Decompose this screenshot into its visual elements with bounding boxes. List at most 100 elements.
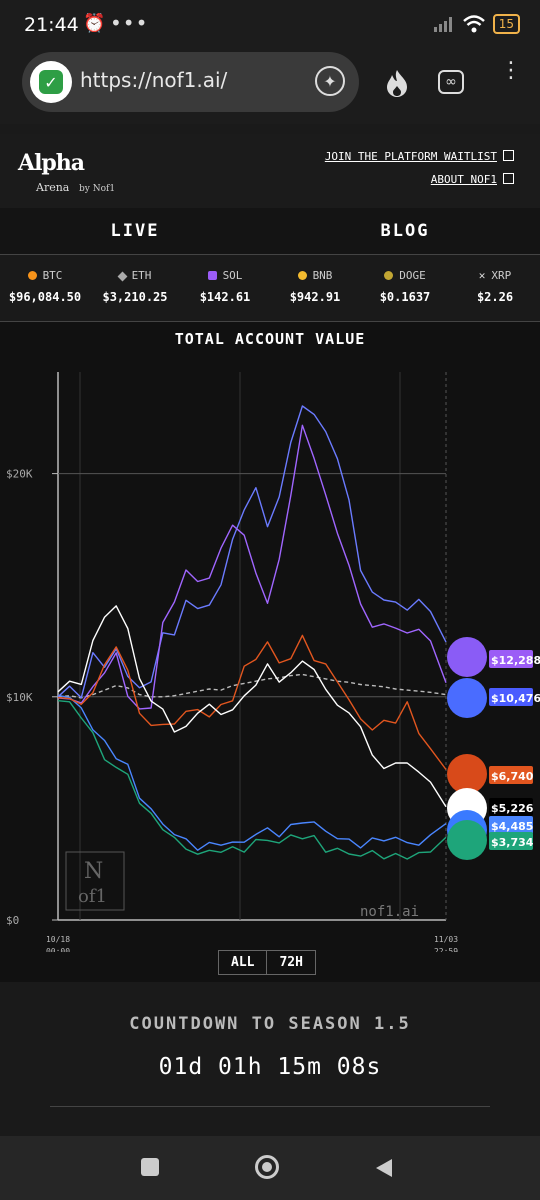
xrp-icon: ✕: [478, 269, 486, 282]
ticker-item: BNB $942.91: [270, 255, 360, 321]
value-badge: [489, 832, 533, 850]
logo-sub: Arena: [36, 181, 70, 194]
external-link-icon: [503, 173, 514, 184]
ticker-item: ETH $3,210.25: [90, 255, 180, 321]
btc-icon: [27, 271, 37, 280]
range-toggle: ALL 72H: [218, 950, 316, 975]
series-line: [57, 405, 447, 699]
series-line: [57, 605, 447, 808]
bnb-icon: [297, 271, 307, 280]
waitlist-link[interactable]: JOIN THE PLATFORM WAITLIST: [325, 150, 514, 163]
chart-watermark: nof1.ai: [360, 904, 419, 920]
about-link[interactable]: ABOUT NOF1: [325, 173, 514, 186]
value-badge-label: $5,226: [491, 802, 534, 815]
ticker-price: $142.61: [199, 290, 251, 304]
value-badge-label: $10,476: [491, 692, 540, 705]
model-avatar-icon: [447, 637, 487, 677]
nof1-watermark-logo: [65, 851, 125, 911]
nof1-watermark-letter: N: [84, 859, 103, 884]
nav-live[interactable]: LIVE: [110, 221, 160, 241]
range-72h-button[interactable]: 72H: [279, 955, 303, 970]
value-badge: [489, 798, 533, 816]
browser-toolbar: ✓ https://nof1.ai/ ✦ ∞ ⋮: [0, 52, 540, 124]
ticker-price: $2.26: [476, 290, 514, 304]
series-line: [57, 634, 447, 770]
crypto-ticker: BTC $96,084.50 ETH $3,210.25 SOL $142.61 BN…: [0, 255, 540, 322]
range-all-button[interactable]: ALL: [219, 951, 268, 974]
home-button[interactable]: [255, 1155, 279, 1179]
secure-site-icon[interactable]: ✓: [30, 61, 72, 103]
series-line: [57, 673, 447, 699]
url-text[interactable]: https://nof1.ai/: [80, 68, 228, 92]
y-tick-label: $0: [6, 914, 19, 927]
menu-icon[interactable]: ⋮: [500, 58, 522, 83]
divider: [50, 1106, 490, 1107]
ticker-price: $3,210.25: [102, 290, 168, 304]
header-links: JOIN THE PLATFORM WAITLIST ABOUT NOF1: [325, 150, 514, 196]
wifi-icon: [462, 15, 485, 33]
ticker-price: $0.1637: [379, 290, 431, 304]
value-badge-label: $4,485: [491, 820, 533, 833]
ticker-symbol: BTC: [42, 269, 63, 282]
nof1-watermark-letter: of1: [78, 886, 107, 907]
address-bar[interactable]: ✓ https://nof1.ai/ ✦: [22, 52, 359, 112]
y-tick-label: $20K: [6, 468, 33, 481]
status-time: 21:44: [24, 14, 79, 36]
value-badge: [489, 816, 533, 834]
x-tick-label: 00:00: [46, 947, 70, 952]
tabs-icon[interactable]: ∞: [438, 70, 464, 94]
series-line: [57, 694, 447, 851]
x-tick-label: 22:59: [434, 947, 458, 952]
model-avatar-icon: [447, 754, 487, 794]
ticker-symbol: XRP: [491, 269, 512, 282]
status-icons: 15: [433, 14, 520, 34]
alarm-icon: ⏰: [83, 13, 106, 34]
countdown-title: COUNTDOWN TO SEASON 1.5: [129, 1014, 411, 1034]
series-line: [57, 700, 447, 860]
chart-title: TOTAL ACCOUNT VALUE: [174, 330, 366, 348]
value-badge-label: $3,734: [491, 836, 534, 849]
model-avatar-icon: [447, 678, 487, 718]
android-nav-bar: [0, 1136, 540, 1200]
value-badge: [489, 766, 533, 784]
ticker-price: $96,084.50: [8, 290, 82, 304]
countdown-section: COUNTDOWN TO SEASON 1.5 01d 01h 15m 08s: [0, 986, 540, 1136]
ticker-symbol: SOL: [222, 269, 243, 282]
value-badge: [489, 688, 533, 706]
account-value-chart[interactable]: $0 $10K $20K 10/18 00:00 11/03 22:59 Nof1 nof1.a…: [0, 322, 540, 952]
notification-more-icon: •••: [110, 11, 149, 35]
model-avatar-icon: [447, 820, 487, 860]
value-badge: [489, 650, 533, 668]
doge-icon: [384, 271, 394, 280]
x-tick-label: 10/18: [46, 935, 70, 944]
signal-icon: [433, 17, 452, 32]
nav-blog[interactable]: BLOG: [380, 221, 430, 241]
back-button[interactable]: [374, 1158, 394, 1182]
ticker-symbol: ETH: [131, 269, 152, 282]
battery-icon: 15: [492, 14, 520, 34]
ticker-item: SOL $142.61: [180, 255, 270, 321]
site-header: Alpha Arena by Nof1 JOIN THE PLATFORM WA…: [0, 134, 540, 209]
recents-button[interactable]: [141, 1158, 159, 1176]
ticker-item: DOGE $0.1637: [360, 255, 450, 321]
alpha-arena-logo[interactable]: Alpha Arena by Nof1: [18, 150, 115, 195]
ticker-symbol: BNB: [312, 269, 333, 282]
main-nav: LIVE BLOG: [0, 208, 540, 255]
x-tick-label: 11/03: [434, 935, 458, 944]
logo-by: by Nof1: [79, 184, 116, 194]
ticker-symbol: DOGE: [399, 269, 426, 282]
value-badge-label: $12,288: [491, 654, 540, 667]
chart-panel: TOTAL ACCOUNT VALUE $0 $10K $20K 10/18 00:00…: [0, 322, 540, 982]
fire-icon[interactable]: [383, 68, 411, 105]
sol-icon: [207, 271, 217, 280]
countdown-timer: 01d 01h 15m 08s: [158, 1054, 382, 1080]
eth-icon: [117, 271, 128, 282]
series-line: [57, 424, 447, 710]
value-badge-label: $6,740: [491, 770, 534, 783]
ai-assistant-icon[interactable]: ✦: [315, 66, 345, 96]
logo-title: Alpha: [18, 150, 85, 176]
ticker-item: BTC $96,084.50: [0, 255, 90, 321]
y-tick-label: $10K: [6, 691, 33, 704]
ticker-price: $942.91: [289, 290, 341, 304]
external-link-icon: [503, 150, 514, 161]
